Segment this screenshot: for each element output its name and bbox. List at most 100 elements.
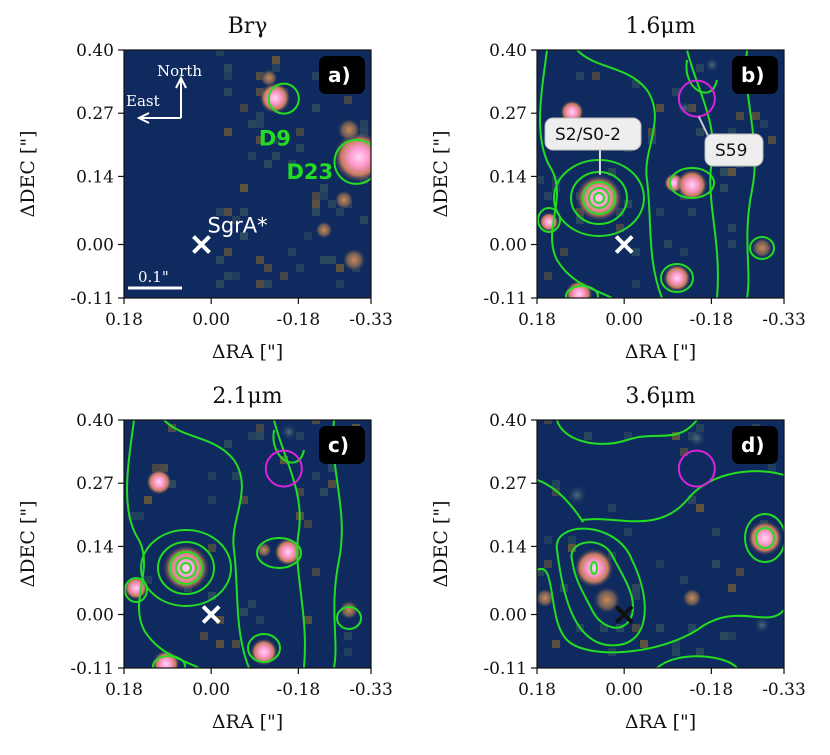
noise-pixel: [200, 632, 208, 640]
noise-pixel: [680, 448, 688, 456]
noise-pixel: [360, 120, 368, 128]
noise-pixel: [208, 496, 216, 504]
noise-pixel: [632, 624, 640, 632]
x-tick-label: 0.18: [105, 310, 143, 330]
sgra-marker-stroke: [192, 235, 211, 254]
noise-pixel: [344, 96, 352, 104]
panel-title: 2.1μm: [212, 384, 282, 409]
contour-line: [272, 429, 305, 464]
star-blob: [333, 131, 371, 183]
noise-pixel: [288, 160, 296, 168]
noise-pixel: [232, 272, 240, 280]
x-axis-label: ΔRA ["]: [625, 341, 696, 363]
contour-ring: [565, 285, 599, 298]
plot-frame: [123, 419, 372, 669]
noise-pixel: [640, 640, 648, 648]
callout-s2-box: [544, 117, 642, 151]
noise-pixel: [728, 224, 736, 232]
y-axis-label: ΔDEC ["]: [17, 501, 39, 588]
noise-pixel: [224, 64, 232, 72]
noise-pixel: [168, 480, 176, 488]
star-blob: [146, 469, 172, 495]
contour-ring: [157, 541, 215, 595]
noise-pixel: [312, 568, 320, 576]
noise-pixel: [248, 600, 256, 608]
y-tick-label: 0.14: [76, 537, 114, 557]
x-axis-label: ΔRA ["]: [212, 341, 283, 363]
contour-line: [126, 420, 200, 668]
panel-label: b): [741, 63, 764, 87]
y-tick-label: 0.40: [489, 41, 527, 61]
noise-pixel: [296, 264, 304, 272]
y-tick-label: 0.27: [489, 474, 527, 494]
noise-pixel: [616, 224, 624, 232]
noise-pixel: [720, 168, 728, 176]
noise-pixel: [728, 128, 736, 136]
y-tick-label: 0.27: [76, 104, 114, 124]
noise-pixel: [552, 488, 560, 496]
noise-pixel: [208, 592, 216, 600]
x-tick-label: 0.00: [605, 680, 643, 700]
noise-pixel: [600, 624, 608, 632]
contour-ring: [247, 633, 281, 663]
noise-pixel: [168, 424, 176, 432]
noise-pixel: [544, 192, 552, 200]
noise-pixel: [216, 208, 224, 216]
noise-pixel: [696, 504, 704, 512]
panel-label: c): [328, 433, 349, 457]
noise-pixel: [752, 112, 760, 120]
contour-ring: [180, 562, 192, 574]
y-tick-label: -0.11: [70, 289, 114, 309]
noise-pixel: [224, 208, 232, 216]
noise-pixel: [576, 216, 584, 224]
noise-pixel: [224, 272, 232, 280]
noise-pixel: [728, 632, 736, 640]
x-tick-label: 0.18: [105, 680, 143, 700]
x-tick-label: 0.00: [605, 310, 643, 330]
noise-pixel: [568, 544, 576, 552]
panel-d: d) 0.40 0.27 0.14 0.00 -0.110.18 0.00 -0.18 -0.3…: [430, 384, 806, 733]
noise-pixel: [328, 256, 336, 264]
noise-pixel: [696, 648, 704, 656]
contour-line: [163, 420, 250, 668]
y-tick-label: 0.40: [489, 411, 527, 431]
noise-pixel: [272, 136, 280, 144]
panel-label-box: [319, 56, 365, 94]
x-tick-label: -0.18: [277, 680, 321, 700]
noise-pixel: [304, 520, 312, 528]
noise-pixel: [312, 208, 320, 216]
sgra-marker: [614, 235, 634, 254]
source-circle-d23: [333, 138, 371, 185]
noise-pixel: [144, 576, 152, 584]
noise-pixel: [312, 420, 320, 424]
star-blob: [593, 586, 621, 614]
noise-pixel: [544, 536, 552, 544]
noise-pixel: [624, 528, 632, 536]
noise-pixel: [240, 608, 248, 616]
star-blob: [342, 248, 366, 272]
contour-ring: [582, 181, 616, 215]
panel-label-box: [732, 426, 778, 464]
star-blob: [337, 118, 361, 142]
noise-pixel: [608, 504, 616, 512]
y-tick-label: 0.14: [489, 537, 527, 557]
noise-pixel: [712, 560, 720, 568]
noise-pixel: [256, 616, 264, 624]
noise-pixel: [768, 464, 776, 472]
noise-pixel: [320, 256, 328, 264]
star-blob: [339, 600, 359, 620]
noise-pixel: [256, 256, 264, 264]
sgra-marker-stroke: [201, 605, 221, 624]
noise-pixel: [240, 104, 248, 112]
star-blob: [280, 423, 298, 441]
noise-pixel: [696, 64, 704, 72]
noise-pixel: [304, 616, 312, 624]
noise-pixel: [344, 648, 352, 656]
noise-pixel: [224, 128, 232, 136]
y-tick-label: 0.00: [489, 606, 527, 626]
y-axis-label: ΔDEC ["]: [430, 501, 452, 588]
x-tick-label: -0.18: [690, 310, 734, 330]
noise-pixel: [128, 512, 136, 520]
contour-line: [273, 420, 306, 668]
